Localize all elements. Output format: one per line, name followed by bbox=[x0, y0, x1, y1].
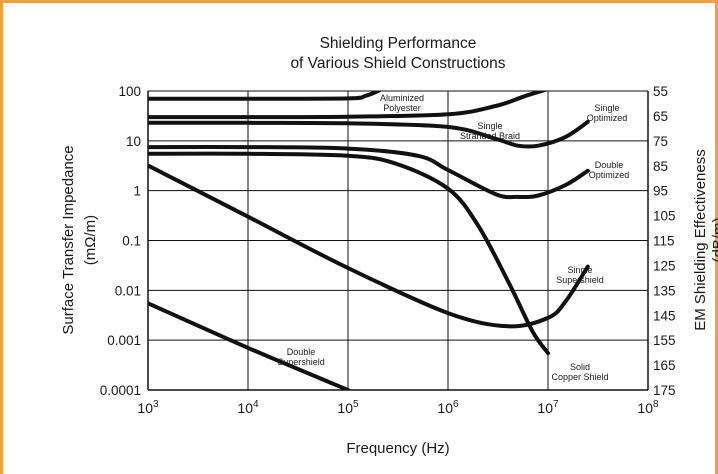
y2-axis-label-line-1: EM Shielding Effectiveness bbox=[692, 149, 709, 331]
y-axis-label-line-2: (mΩ/m) bbox=[82, 215, 99, 265]
y2-tick-label-10: 155 bbox=[653, 333, 676, 348]
y-tick-label-5: 0.001 bbox=[107, 333, 141, 348]
x-tick-label-1: 104 bbox=[237, 399, 259, 416]
y2-tick-label-6: 115 bbox=[653, 234, 675, 249]
y2-tick-label-12: 175 bbox=[653, 383, 676, 398]
y2-tick-label-5: 105 bbox=[653, 209, 676, 224]
x-tick-label-0: 103 bbox=[137, 399, 159, 416]
x-tick-label-5: 108 bbox=[637, 399, 659, 416]
y2-tick-label-2: 75 bbox=[653, 134, 668, 149]
x-tick-label-2: 105 bbox=[337, 399, 359, 416]
y2-tick-label-7: 125 bbox=[653, 258, 676, 273]
y2-tick-label-0: 55 bbox=[653, 84, 668, 99]
series-line-solid-copper-shield bbox=[148, 151, 550, 356]
series-line-single-supershield bbox=[148, 163, 590, 329]
series-label-line: Single bbox=[477, 121, 502, 131]
chart-title-line-1: Shielding Performance bbox=[320, 35, 477, 52]
y-tick-label-2: 1 bbox=[133, 184, 141, 199]
series-line-single-stranded-braid bbox=[148, 91, 549, 120]
series-label-line: Copper Shield bbox=[551, 372, 608, 382]
y-tick-label-6: 0.0001 bbox=[100, 383, 141, 398]
y-axis-label-line-1: Surface Transfer Impedance bbox=[60, 145, 77, 334]
series-label-line: Optimized bbox=[589, 170, 630, 180]
series-line-double-optimized bbox=[148, 144, 590, 200]
series-layer bbox=[148, 91, 590, 390]
x-tick-label-4: 107 bbox=[537, 399, 559, 416]
y-tick-label-3: 0.1 bbox=[122, 234, 141, 249]
series-label-line: Double bbox=[287, 347, 316, 357]
series-label-line: Stranded Braid bbox=[460, 131, 520, 141]
series-label-line: Polyester bbox=[383, 103, 421, 113]
y2-tick-label-11: 165 bbox=[653, 358, 676, 373]
series-label-line: Single bbox=[594, 103, 619, 113]
series-label-line: Single bbox=[567, 265, 592, 275]
series-label-line: Double bbox=[595, 160, 624, 170]
x-axis-label: Frequency (Hz) bbox=[346, 440, 449, 457]
y-tick-label-1: 10 bbox=[126, 134, 141, 149]
y-tick-label-4: 0.01 bbox=[115, 283, 141, 298]
x-tick-labels: 103 104 105 106 107 108 bbox=[137, 399, 659, 416]
y2-axis-label-line-2: (dB/m) bbox=[710, 217, 718, 262]
chart-title-line-2: of Various Shield Constructions bbox=[290, 55, 505, 72]
y2-tick-label-1: 65 bbox=[653, 109, 668, 124]
series-line-double-supershield bbox=[148, 301, 350, 390]
series-label-line: Aluminized bbox=[380, 93, 424, 103]
y2-tick-label-9: 145 bbox=[653, 308, 676, 323]
series-line-aluminized-polyester bbox=[148, 91, 383, 101]
y-tick-labels: 100 10 1 0.1 0.01 0.001 0.0001 bbox=[100, 84, 141, 398]
x-tick-label-3: 106 bbox=[437, 399, 459, 416]
series-label-line: Optimized bbox=[587, 113, 628, 123]
series-label-line: Solid bbox=[570, 362, 590, 372]
series-label-line: Supershield bbox=[556, 275, 604, 285]
series-label-line: Supershield bbox=[277, 357, 325, 367]
series-line-single-optimized bbox=[148, 119, 590, 149]
y2-tick-label-8: 135 bbox=[653, 283, 676, 298]
y2-tick-label-4: 95 bbox=[653, 184, 668, 199]
y-tick-label-0: 100 bbox=[118, 84, 141, 99]
y2-tick-label-3: 85 bbox=[653, 159, 668, 174]
y2-tick-labels: 55 65 75 85 95 105 115 125 135 145 155 165 175 bbox=[653, 84, 676, 398]
